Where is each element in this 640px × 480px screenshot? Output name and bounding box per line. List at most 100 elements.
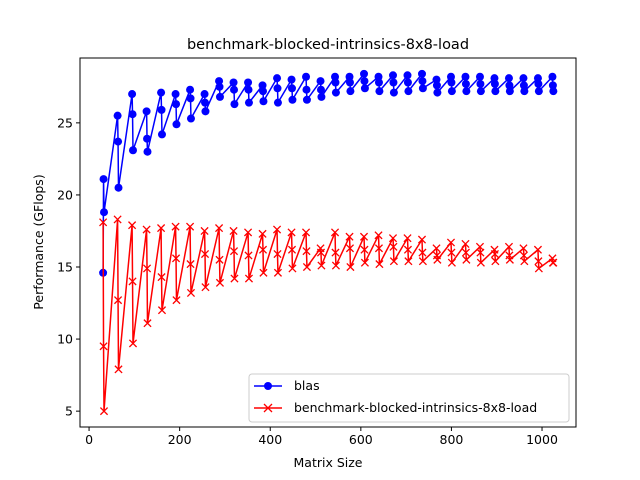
data-point-benchmark <box>534 264 543 273</box>
data-point-benchmark <box>433 255 442 264</box>
data-point-benchmark <box>157 306 167 315</box>
data-point-blas <box>403 71 412 80</box>
data-point-benchmark <box>446 238 456 247</box>
data-point-blas <box>403 78 412 87</box>
data-point-benchmark <box>389 242 398 251</box>
y-tick-label: 10 <box>57 332 73 347</box>
data-point-benchmark <box>534 257 543 266</box>
x-tick-label: 400 <box>258 432 282 447</box>
data-point-benchmark <box>302 247 311 256</box>
data-point-blas <box>273 98 282 107</box>
data-point-benchmark <box>157 224 166 233</box>
data-point-blas <box>389 78 398 87</box>
data-point-blas <box>172 120 181 129</box>
data-point-blas <box>389 88 398 97</box>
data-point-blas <box>417 69 426 78</box>
data-point-benchmark <box>462 255 471 264</box>
data-point-blas <box>186 114 195 123</box>
data-point-blas <box>520 87 529 96</box>
data-point-benchmark <box>417 235 427 244</box>
data-point-benchmark <box>272 225 282 234</box>
data-point-benchmark <box>360 245 369 254</box>
data-point-blas <box>186 85 195 94</box>
data-point-benchmark <box>113 215 122 224</box>
data-point-blas <box>316 77 325 86</box>
data-point-benchmark <box>360 258 369 267</box>
series-benchmark <box>99 215 558 416</box>
data-point-blas <box>534 87 543 96</box>
data-point-benchmark <box>143 319 152 328</box>
data-point-blas <box>215 92 224 101</box>
data-point-blas <box>316 85 325 94</box>
data-point-benchmark <box>172 296 181 305</box>
data-point-blas <box>519 81 528 90</box>
data-point-benchmark <box>346 262 355 272</box>
data-point-benchmark <box>374 244 384 253</box>
data-point-blas <box>360 69 369 78</box>
data-point-blas <box>490 79 499 88</box>
data-point-blas <box>114 137 123 146</box>
data-point-blas <box>230 100 239 109</box>
x-tick-label: 200 <box>168 432 192 447</box>
data-point-blas <box>360 84 369 93</box>
data-point-blas <box>258 87 267 96</box>
data-point-blas <box>287 75 296 84</box>
data-point-blas <box>548 72 557 81</box>
data-point-blas <box>447 78 456 87</box>
data-point-benchmark <box>113 296 123 305</box>
data-point-blas <box>244 78 253 87</box>
data-point-benchmark <box>520 257 529 266</box>
data-point-benchmark <box>317 261 326 270</box>
data-point-benchmark <box>99 407 109 416</box>
data-point-benchmark <box>476 258 485 267</box>
data-point-benchmark <box>215 224 224 233</box>
y-tick-label: 5 <box>65 404 73 419</box>
data-point-benchmark <box>404 257 413 266</box>
plot-frame <box>79 57 577 428</box>
data-point-benchmark <box>418 248 427 257</box>
legend-label-benchmark: benchmark-blocked-intrinsics-8x8-load <box>294 400 537 415</box>
data-point-benchmark <box>99 218 108 227</box>
data-point-blas <box>128 146 137 155</box>
data-point-blas <box>288 95 297 104</box>
data-point-blas <box>476 79 485 88</box>
data-point-blas <box>302 85 311 94</box>
data-point-blas <box>504 74 513 83</box>
data-point-blas <box>215 77 224 86</box>
legend-label-blas: blas <box>294 378 320 393</box>
data-point-benchmark <box>128 277 137 286</box>
data-point-benchmark <box>461 239 470 249</box>
data-point-blas <box>201 107 210 116</box>
data-point-benchmark <box>244 251 253 260</box>
data-point-blas <box>128 90 137 99</box>
data-point-blas <box>534 79 543 88</box>
data-point-benchmark <box>243 228 253 237</box>
legend: blas benchmark-blocked-intrinsics-8x8-lo… <box>248 373 570 423</box>
data-point-blas <box>548 81 557 90</box>
data-point-blas <box>331 78 340 87</box>
data-point-blas <box>476 87 485 96</box>
data-point-blas <box>171 90 180 99</box>
data-point-benchmark <box>229 226 238 236</box>
data-point-blas <box>113 111 122 120</box>
x-tick-label: 1000 <box>526 432 558 447</box>
y-tick-label: 25 <box>57 115 73 130</box>
data-point-blas <box>273 84 282 93</box>
x-axis-ticks: 0 200 400 600 800 1000 <box>85 427 558 447</box>
data-point-blas <box>302 95 311 104</box>
data-point-blas <box>432 81 441 90</box>
data-point-benchmark <box>519 244 528 253</box>
data-point-blas <box>462 87 471 96</box>
plot-area <box>79 57 577 428</box>
data-point-benchmark <box>99 342 108 351</box>
data-point-benchmark <box>359 232 369 241</box>
data-point-benchmark <box>403 234 412 243</box>
data-point-blas <box>157 130 166 139</box>
data-point-benchmark <box>114 365 123 374</box>
data-point-benchmark <box>490 249 499 259</box>
data-point-blas <box>432 75 441 84</box>
data-point-benchmark <box>403 245 413 254</box>
data-point-benchmark <box>287 245 297 254</box>
data-point-blas <box>549 87 558 96</box>
